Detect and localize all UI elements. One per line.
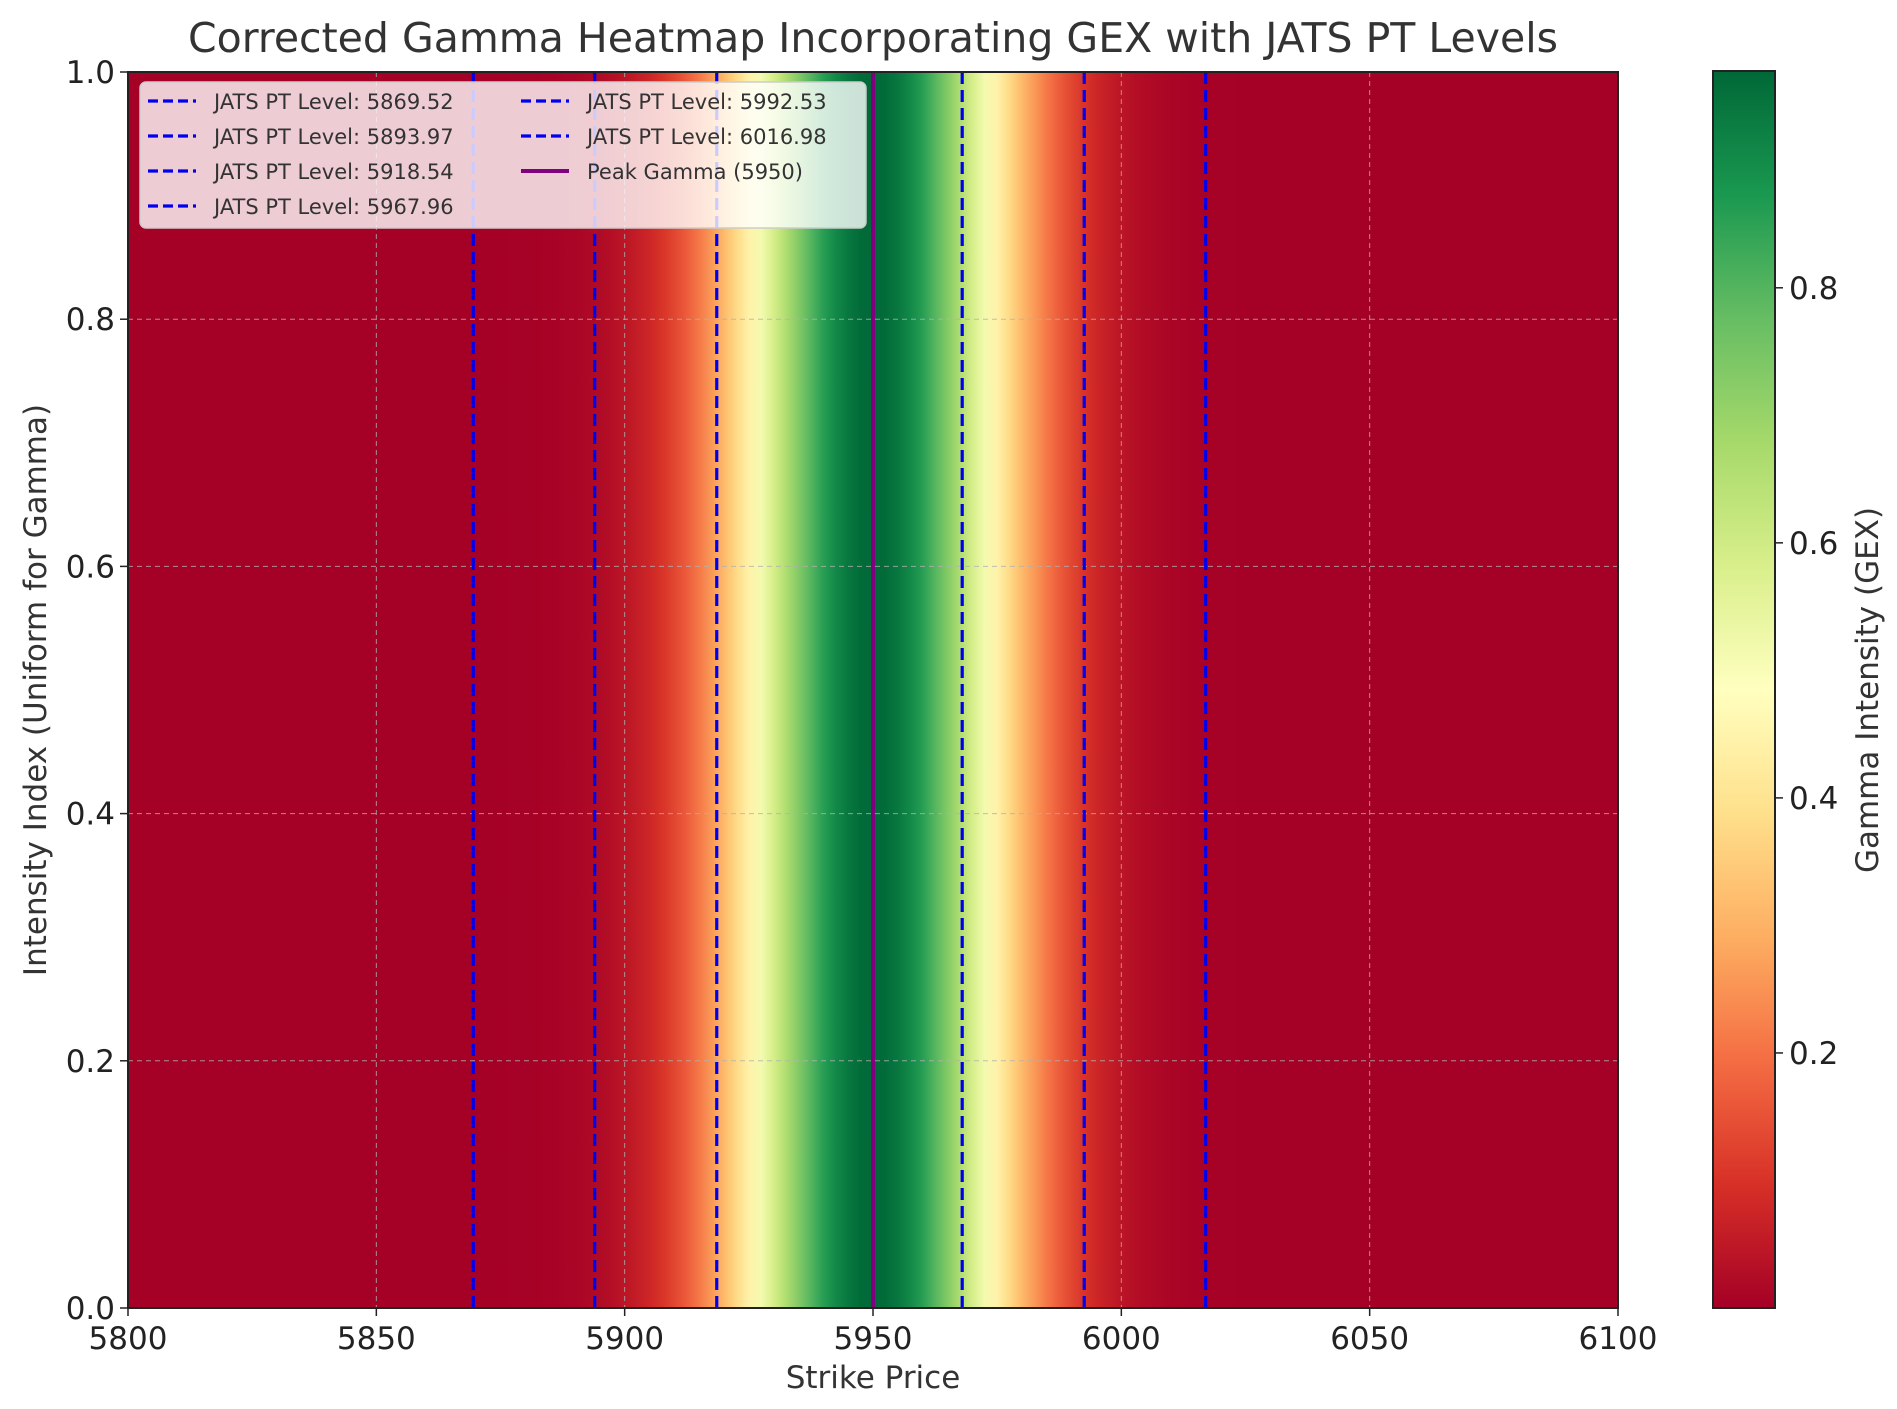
y-tick-label: 1.0 xyxy=(66,55,115,91)
legend-label: Peak Gamma (5950) xyxy=(587,160,803,184)
x-tick-label: 6050 xyxy=(1330,1321,1409,1357)
x-axis-ticks: 5800 5850 5900 5950 6000 6050 6100 xyxy=(89,1308,1658,1357)
y-tick-label: 0.8 xyxy=(66,302,115,338)
chart-title: Corrected Gamma Heatmap Incorporating GE… xyxy=(188,14,1558,62)
x-tick-label: 5950 xyxy=(834,1321,913,1357)
x-tick-label: 5900 xyxy=(585,1321,664,1357)
legend-label: JATS PT Level: 5992.53 xyxy=(585,90,827,114)
y-axis-ticks: 0.0 0.2 0.4 0.6 0.8 1.0 xyxy=(66,55,128,1327)
x-axis-label: Strike Price xyxy=(786,1360,961,1396)
colorbar-label: Gamma Intensity (GEX) xyxy=(1850,507,1886,873)
y-tick-label: 0.0 xyxy=(66,1291,115,1327)
x-tick-label: 5850 xyxy=(337,1321,416,1357)
reference-lines xyxy=(471,72,1208,1308)
legend-box xyxy=(139,81,867,229)
legend: JATS PT Level: 5869.52 JATS PT Level: 589… xyxy=(139,81,867,229)
x-tick-label: 6100 xyxy=(1579,1321,1658,1357)
legend-label: JATS PT Level: 5967.96 xyxy=(212,195,454,219)
y-tick-label: 0.6 xyxy=(66,549,115,585)
x-tick-label: 5800 xyxy=(89,1321,168,1357)
colorbar-tick-label: 0.8 xyxy=(1789,271,1838,307)
colorbar-tick-label: 0.6 xyxy=(1789,526,1838,562)
colorbar-ticks: 0.2 0.4 0.6 0.8 xyxy=(1775,271,1838,1072)
x-tick-label: 6000 xyxy=(1082,1321,1161,1357)
y-tick-label: 0.4 xyxy=(66,797,115,833)
legend-label: JATS PT Level: 5893.97 xyxy=(212,125,454,149)
colorbar xyxy=(1712,70,1776,1309)
legend-label: JATS PT Level: 6016.98 xyxy=(585,125,827,149)
legend-label: JATS PT Level: 5918.54 xyxy=(212,160,454,184)
y-axis-label: Intensity Index (Uniform for Gamma) xyxy=(18,404,54,976)
colorbar-tick-label: 0.4 xyxy=(1789,781,1838,817)
y-tick-label: 0.2 xyxy=(66,1044,115,1080)
colorbar-tick-label: 0.2 xyxy=(1789,1036,1838,1072)
legend-label: JATS PT Level: 5869.52 xyxy=(212,90,454,114)
